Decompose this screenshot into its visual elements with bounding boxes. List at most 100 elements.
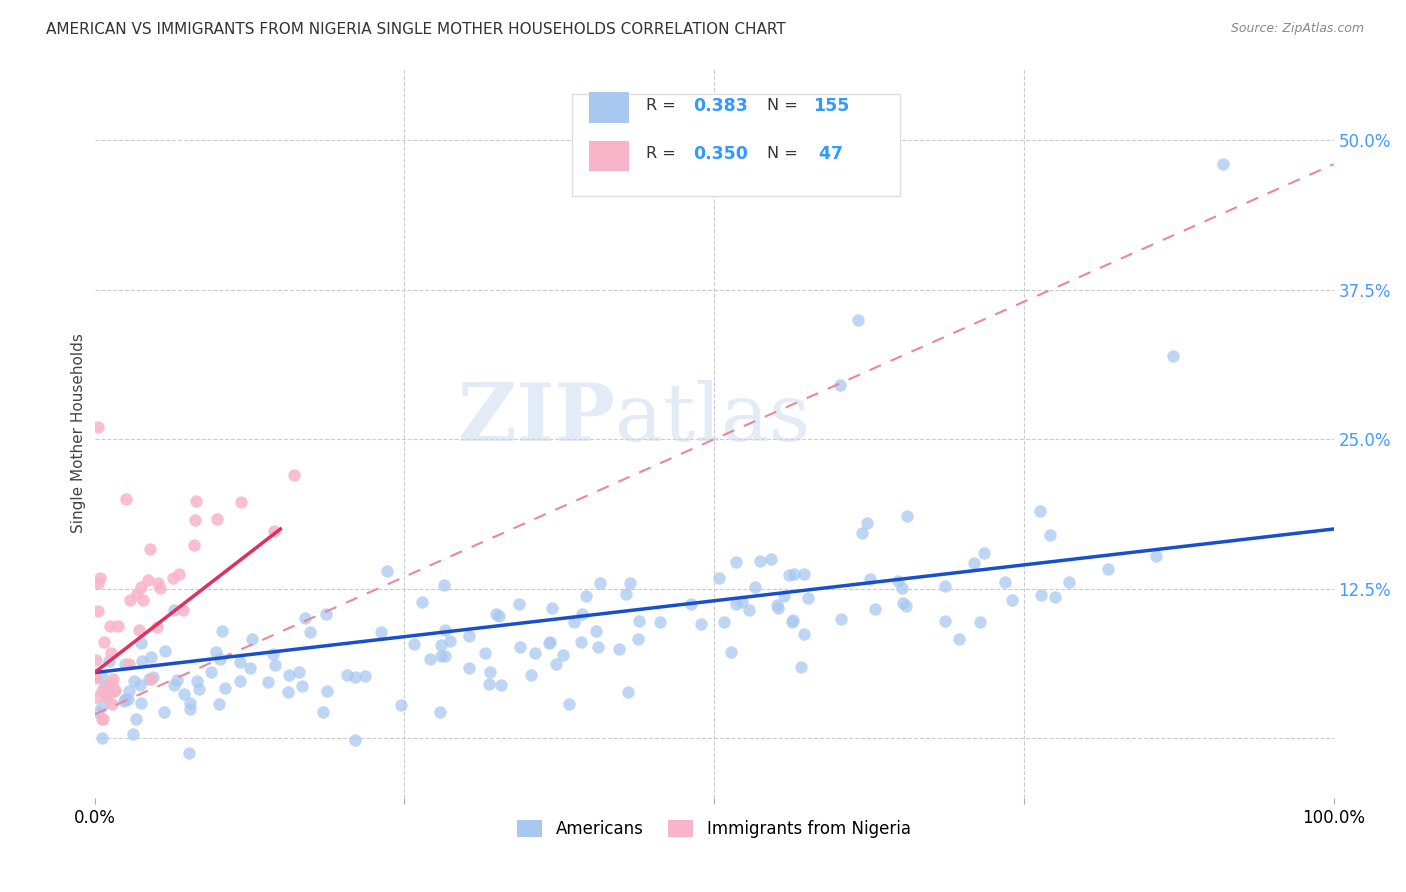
Point [439,633,461,648]
Point [93,635,115,649]
Point [586,640,609,655]
Point [294,610,316,624]
Point [278,668,301,682]
Point [91,712,114,726]
Point [209,652,232,666]
Point [146,575,169,590]
Point [429,649,451,664]
Point [519,668,541,682]
Point [163,677,186,691]
Point [101,698,124,712]
Point [179,702,201,716]
Point [183,538,205,552]
Point [585,624,607,638]
Point [432,578,454,592]
Point [1029,504,1052,518]
Point [851,525,873,540]
Point [793,567,815,582]
Point [264,658,287,673]
Text: 0.350: 0.350 [693,145,748,163]
Point [707,571,730,585]
Point [84,671,107,685]
Point [858,572,880,586]
Point [263,524,285,539]
Point [725,555,748,569]
Point [166,673,188,688]
Point [211,624,233,639]
Point [934,579,956,593]
Point [789,660,811,674]
Point [229,655,252,669]
Point [97,678,120,692]
Point [200,665,222,679]
Point [257,674,280,689]
Point [128,623,150,637]
Point [131,581,153,595]
Point [429,705,451,719]
Point [122,673,145,688]
Point [91,684,114,698]
Point [749,554,772,568]
Point [114,691,136,706]
Point [846,312,869,326]
Point [537,636,560,650]
Point [761,552,783,566]
FancyBboxPatch shape [589,92,628,122]
Point [315,607,337,622]
Point [429,638,451,652]
Point [488,609,510,624]
Point [107,619,129,633]
Point [118,657,141,671]
Point [90,712,112,726]
Point [86,604,108,618]
Text: 47: 47 [813,145,844,163]
Point [117,691,139,706]
Point [569,635,592,649]
Point [93,680,115,694]
Text: N =: N = [768,98,803,113]
Point [896,508,918,523]
Point [277,685,299,699]
Point [772,589,794,603]
Point [1045,590,1067,604]
Point [173,687,195,701]
Point [132,592,155,607]
Point [780,615,803,629]
Point [744,580,766,594]
Point [508,597,530,611]
Point [402,638,425,652]
Point [370,624,392,639]
Point [114,657,136,672]
Point [229,495,252,509]
Point [90,731,112,745]
Point [162,571,184,585]
Point [948,632,970,647]
Text: Source: ZipAtlas.com: Source: ZipAtlas.com [1230,22,1364,36]
Point [887,574,910,589]
Point [778,568,800,582]
Point [720,644,742,658]
Point [540,600,562,615]
Point [86,420,108,434]
Point [389,698,412,712]
Point [619,576,641,591]
Point [479,665,502,679]
Point [118,683,141,698]
Point [128,678,150,692]
Point [100,646,122,660]
Point [298,624,321,639]
Point [83,667,105,681]
Text: R =: R = [645,98,681,113]
Point [114,492,136,507]
Point [125,712,148,726]
Point [204,645,226,659]
Point [896,599,918,614]
Point [934,614,956,628]
Point [564,615,586,629]
Point [145,620,167,634]
Point [478,677,501,691]
Point [283,467,305,482]
Point [553,648,575,662]
Point [172,603,194,617]
Point [186,494,208,508]
